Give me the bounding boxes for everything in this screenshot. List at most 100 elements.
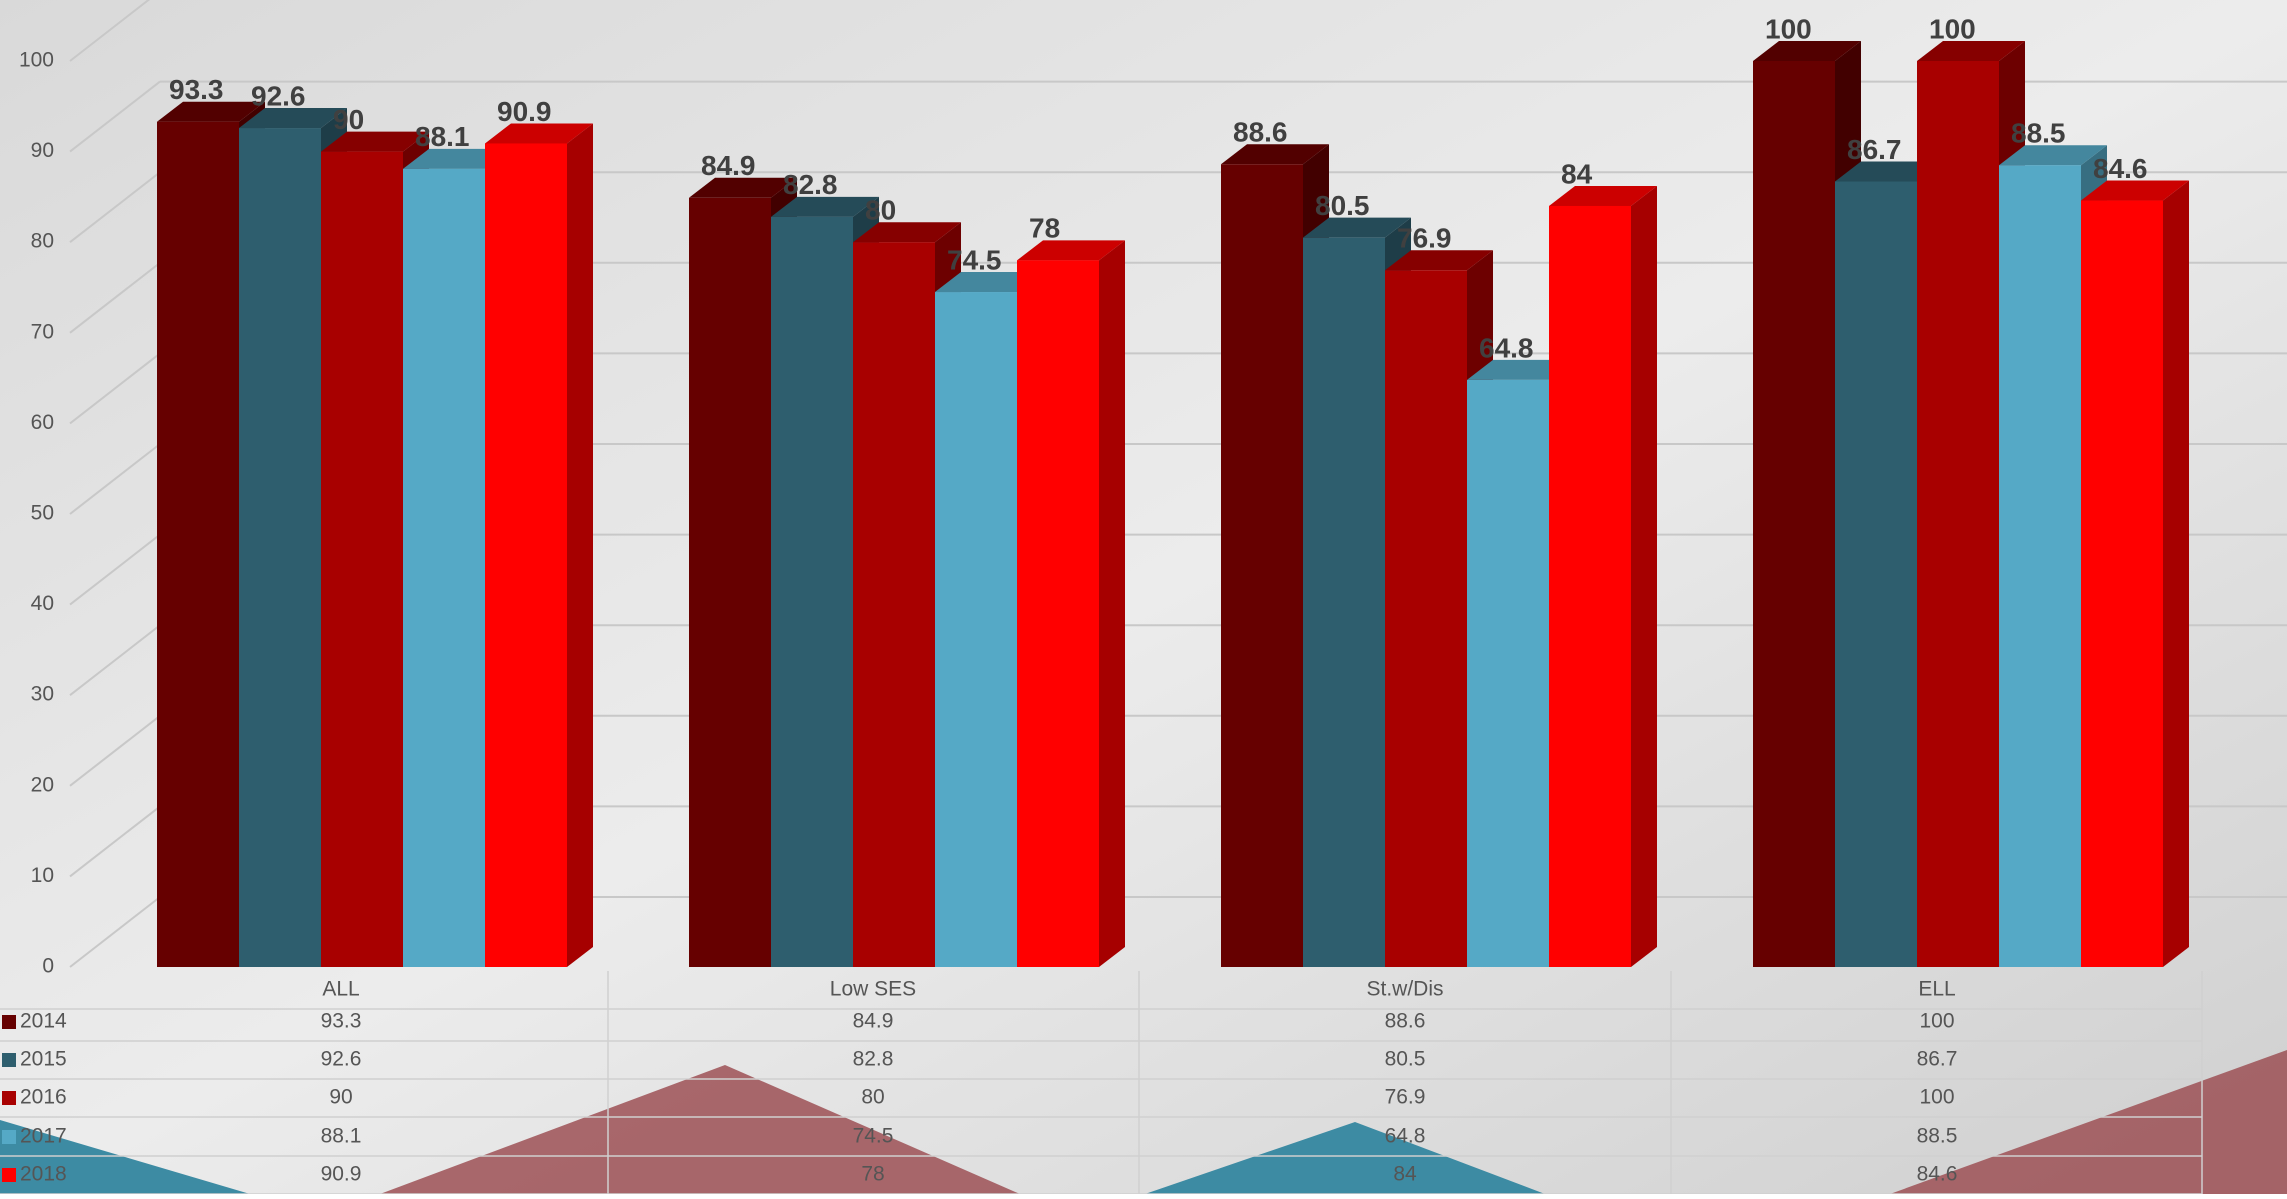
bar-top [1753, 41, 1861, 61]
bar [157, 121, 239, 967]
bar [403, 168, 485, 968]
table-cell: 90 [329, 1086, 352, 1109]
y-tick-label: 80 [31, 230, 54, 253]
grid-line [69, 624, 161, 696]
data-label: 74.5 [947, 244, 1002, 275]
legend-label: 2016 [20, 1086, 67, 1109]
data-label: 88.1 [415, 121, 470, 152]
bar [1999, 165, 2081, 967]
grid-line [69, 352, 161, 425]
legend-key [2, 1053, 16, 1067]
table-cell: 92.6 [321, 1048, 362, 1071]
bar-top [403, 148, 511, 169]
bar [1917, 61, 1999, 967]
bar [239, 128, 321, 967]
x-tick-label: ELL [1918, 978, 1955, 1001]
bar [1753, 61, 1835, 967]
bar-top [1835, 161, 1943, 182]
data-label: 64.8 [1479, 332, 1534, 363]
table-cell: 93.3 [321, 1010, 362, 1033]
x-tick-label: St.w/Dis [1366, 978, 1443, 1001]
data-label: 100 [1929, 13, 1976, 44]
table-cell: 88.1 [321, 1125, 362, 1148]
data-label: 80.5 [1315, 190, 1370, 221]
x-tick-label: Low SES [830, 978, 916, 1001]
data-label: 88.6 [1233, 117, 1288, 148]
bar-top [1385, 250, 1493, 271]
bar [1835, 181, 1917, 968]
bar [1303, 237, 1385, 968]
bar-top [2081, 180, 2189, 201]
legend-key [2, 1168, 16, 1182]
bar-top [1017, 240, 1125, 261]
bar-side [567, 123, 593, 968]
data-label: 84 [1561, 158, 1593, 189]
data-label: 84.9 [701, 150, 756, 181]
bar [1385, 270, 1467, 967]
grid-line [69, 262, 161, 334]
table-cell: 80 [861, 1086, 884, 1109]
y-tick-label: 10 [31, 864, 54, 887]
bar-top [1999, 145, 2107, 166]
legend-label: 2018 [20, 1163, 67, 1186]
data-label: 90.9 [497, 96, 552, 127]
x-tick-label: ALL [322, 978, 359, 1001]
decor-triangle [1145, 1122, 1545, 1194]
table-cell: 76.9 [1385, 1086, 1426, 1109]
bar-top [157, 101, 265, 122]
table-cell: 86.7 [1917, 1048, 1958, 1071]
bar-top [1549, 185, 1657, 206]
grid-line [69, 443, 161, 515]
table-cell: 84.9 [853, 1010, 894, 1033]
bar-side [2163, 180, 2189, 968]
y-tick-label: 50 [31, 502, 54, 525]
y-tick-label: 70 [31, 320, 54, 343]
legend-key [2, 1130, 16, 1144]
grid-line [69, 805, 161, 878]
legend-label: 2015 [20, 1048, 67, 1071]
bar-top [1917, 41, 2025, 61]
y-tick-label: 40 [31, 592, 54, 615]
legend-label: 2014 [20, 1010, 67, 1033]
table-cell: 78 [861, 1163, 884, 1186]
bar-top [935, 272, 1043, 293]
table-cell: 84.6 [1917, 1163, 1958, 1186]
table-cell: 82.8 [853, 1048, 894, 1071]
table-cell: 80.5 [1385, 1048, 1426, 1071]
table-cell: 84 [1393, 1163, 1417, 1186]
table-cell: 64.8 [1385, 1125, 1426, 1148]
grid-line [69, 896, 161, 968]
bar-top [321, 131, 429, 152]
y-tick-label: 0 [42, 955, 54, 978]
bar [935, 292, 1017, 967]
legend-label: 2017 [20, 1125, 67, 1148]
bar-top [853, 222, 961, 243]
decor-triangle [0, 1120, 250, 1194]
table-cell: 100 [1919, 1086, 1954, 1109]
bar-side [1631, 185, 1657, 967]
grid-line [69, 533, 161, 606]
bar-top [485, 123, 593, 144]
y-tick-label: 30 [31, 683, 54, 706]
grid-line [69, 171, 161, 243]
data-label: 88.5 [2011, 118, 2066, 149]
table-cell: 74.5 [853, 1125, 894, 1148]
bar [1017, 260, 1099, 967]
data-label: 84.6 [2093, 153, 2148, 184]
bar [321, 151, 403, 968]
data-label: 86.7 [1847, 134, 1902, 165]
bar [1221, 164, 1303, 967]
data-label: 90 [333, 104, 364, 135]
data-label: 93.3 [169, 74, 224, 105]
bar-side [1099, 240, 1125, 967]
decor-triangle [380, 1065, 1020, 1194]
bar-top [239, 108, 347, 129]
bar [853, 242, 935, 967]
data-label: 92.6 [251, 80, 306, 111]
bar [1549, 205, 1631, 967]
table-cell: 88.5 [1917, 1125, 1958, 1148]
data-label: 78 [1029, 213, 1060, 244]
y-tick-label: 20 [31, 773, 54, 796]
bar [1467, 379, 1549, 967]
